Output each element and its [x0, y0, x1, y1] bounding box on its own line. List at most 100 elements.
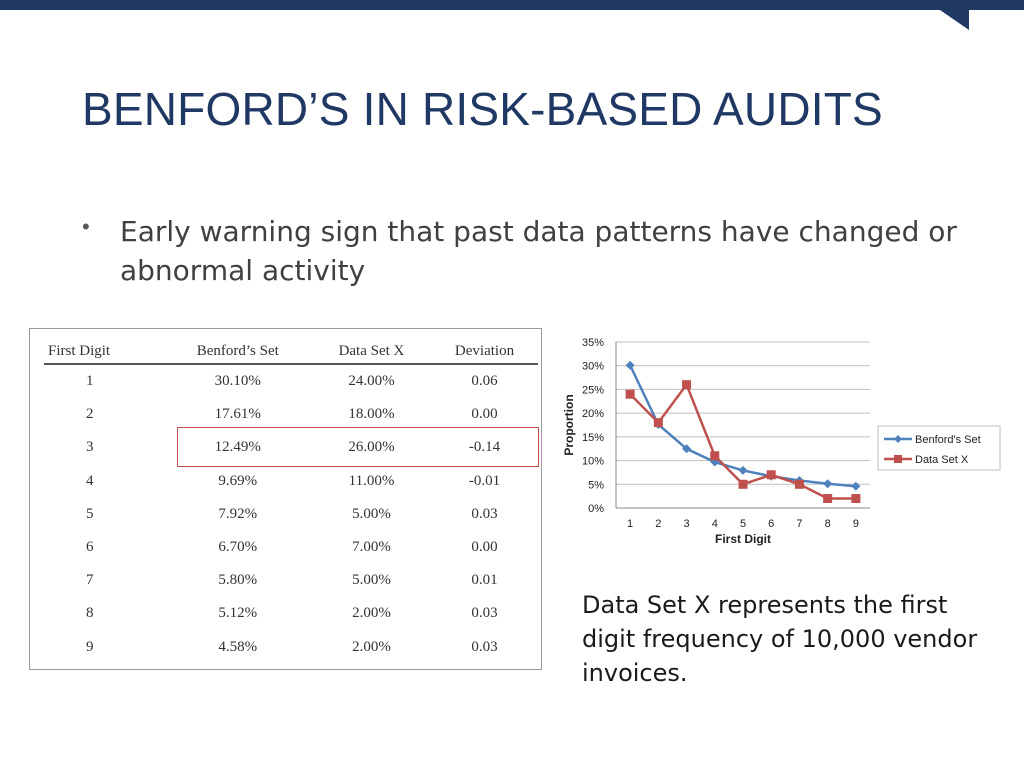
cell-data-set-x: 7.00%	[352, 539, 391, 556]
cell-benford: 12.49%	[214, 439, 261, 456]
y-tick-label: 20%	[582, 408, 604, 420]
cell-data-set-x: 2.00%	[352, 638, 391, 655]
cell-first-digit: 4	[86, 472, 94, 489]
top-accent-notch	[940, 10, 969, 30]
chart-container: 0% 5% 10% 15% 20% 25% 30% 35% 1 2 3 4 5 6 7 8 9 First Dig…	[560, 332, 1010, 554]
x-tick-label: 3	[683, 518, 689, 530]
cell-data-set-x: 2.00%	[352, 605, 391, 622]
y-tick-label: 25%	[582, 384, 604, 396]
cell-benford: 30.10%	[214, 373, 261, 390]
cell-benford: 5.80%	[218, 572, 258, 589]
header-data-set-x: Data Set X	[311, 339, 431, 365]
cell-benford: 17.61%	[214, 406, 261, 423]
cell-deviation: 0.06	[471, 373, 498, 390]
table-row: 6 6.70% 7.00% 0.00	[44, 531, 538, 564]
x-tick-label: 7	[796, 518, 802, 530]
cell-benford: 5.12%	[218, 605, 258, 622]
table-row: 9 4.58% 2.00% 0.03	[44, 631, 538, 664]
x-tick-label: 8	[825, 518, 831, 530]
cell-deviation: 0.03	[471, 505, 498, 522]
x-tick-label: 2	[655, 518, 661, 530]
header-benfords-set: Benford’s Set	[163, 339, 312, 365]
table-row: 8 5.12% 2.00% 0.03	[44, 597, 538, 630]
data-point	[823, 479, 833, 489]
table-row: 3 12.49% 26.00% -0.14	[44, 431, 538, 464]
cell-first-digit: 6	[86, 539, 94, 556]
y-tick-label: 0%	[588, 503, 604, 515]
cell-data-set-x: 5.00%	[352, 505, 391, 522]
cell-data-set-x: 24.00%	[348, 373, 395, 390]
benford-table: First Digit Benford’s Set Data Set X Dev…	[44, 339, 538, 664]
y-tick-label: 15%	[582, 432, 604, 444]
table-header-row: First Digit Benford’s Set Data Set X Dev…	[44, 339, 538, 365]
cell-first-digit: 9	[86, 638, 94, 655]
cell-first-digit: 2	[86, 406, 94, 423]
data-point	[653, 418, 663, 428]
data-point	[682, 380, 692, 390]
x-tick-label: 9	[853, 518, 859, 530]
data-point	[823, 494, 833, 504]
cell-data-set-x: 5.00%	[352, 572, 391, 589]
data-point	[738, 465, 748, 475]
slide-title: BENFORD’S IN RISK-BASED AUDITS	[82, 83, 883, 135]
cell-data-set-x: 11.00%	[348, 472, 395, 489]
table-row: 7 5.80% 5.00% 0.01	[44, 564, 538, 597]
line-chart: 0% 5% 10% 15% 20% 25% 30% 35% 1 2 3 4 5 6 7 8 9 First Dig…	[562, 337, 1001, 546]
table-row: 1 30.10% 24.00% 0.06	[44, 364, 538, 398]
cell-first-digit: 3	[86, 439, 94, 456]
legend-marker	[894, 455, 902, 463]
y-tick-label: 30%	[582, 361, 604, 373]
x-tick-label: 5	[740, 518, 746, 530]
legend-label: Data Set X	[915, 454, 969, 466]
data-point	[766, 470, 776, 480]
cell-benford: 9.69%	[218, 472, 258, 489]
data-point	[851, 481, 861, 491]
cell-first-digit: 7	[86, 572, 94, 589]
cell-benford: 7.92%	[218, 505, 258, 522]
y-tick-label: 10%	[582, 456, 604, 468]
highlight-row-box	[177, 427, 539, 467]
legend-label: Benford's Set	[915, 434, 981, 446]
y-axis-label: Proportion	[562, 394, 576, 455]
cell-first-digit: 1	[86, 373, 94, 390]
table-row: 4 9.69% 11.00% -0.01	[44, 465, 538, 498]
legend-marker	[894, 435, 902, 443]
bullet-text: Early warning sign that past data patter…	[120, 215, 957, 287]
cell-deviation: 0.03	[471, 638, 498, 655]
data-point	[682, 444, 692, 454]
table-row: 5 7.92% 5.00% 0.03	[44, 498, 538, 531]
cell-deviation: -0.14	[468, 439, 501, 456]
header-deviation: Deviation	[431, 339, 538, 365]
cell-deviation: -0.01	[468, 472, 501, 489]
cell-first-digit: 8	[86, 605, 94, 622]
header-first-digit: First Digit	[44, 339, 164, 365]
chart-caption: Data Set X represents the first digit fr…	[582, 591, 978, 687]
data-point	[625, 389, 635, 399]
x-tick-label: 6	[768, 518, 774, 530]
data-point	[710, 451, 720, 461]
x-tick-label: 1	[627, 518, 633, 530]
cell-deviation: 0.01	[471, 572, 498, 589]
x-tick-label: 4	[712, 518, 718, 530]
cell-data-set-x: 26.00%	[348, 439, 395, 456]
table-body: 1 30.10% 24.00% 0.06 2 17.61% 18.00% 0.00 3 12.49…	[44, 364, 538, 664]
table-row: 2 17.61% 18.00% 0.00	[44, 398, 538, 431]
x-axis-label: First Digit	[715, 532, 771, 546]
cell-deviation: 0.00	[471, 406, 498, 423]
bullet-item: • Early warning sign that past data patt…	[82, 212, 962, 290]
data-point	[738, 479, 748, 489]
data-point	[851, 494, 861, 504]
benford-table-panel: First Digit Benford’s Set Data Set X Dev…	[29, 328, 542, 670]
data-point	[625, 360, 635, 370]
cell-deviation: 0.00	[471, 539, 498, 556]
bullet-dot: •	[82, 214, 90, 239]
y-tick-label: 5%	[588, 479, 604, 491]
cell-benford: 6.70%	[218, 539, 258, 556]
cell-benford: 4.58%	[218, 638, 258, 655]
cell-first-digit: 5	[86, 505, 94, 522]
top-accent-bar	[0, 0, 1024, 10]
cell-data-set-x: 18.00%	[348, 406, 395, 423]
cell-deviation: 0.03	[471, 605, 498, 622]
y-tick-label: 35%	[582, 337, 604, 349]
data-point	[794, 479, 804, 489]
